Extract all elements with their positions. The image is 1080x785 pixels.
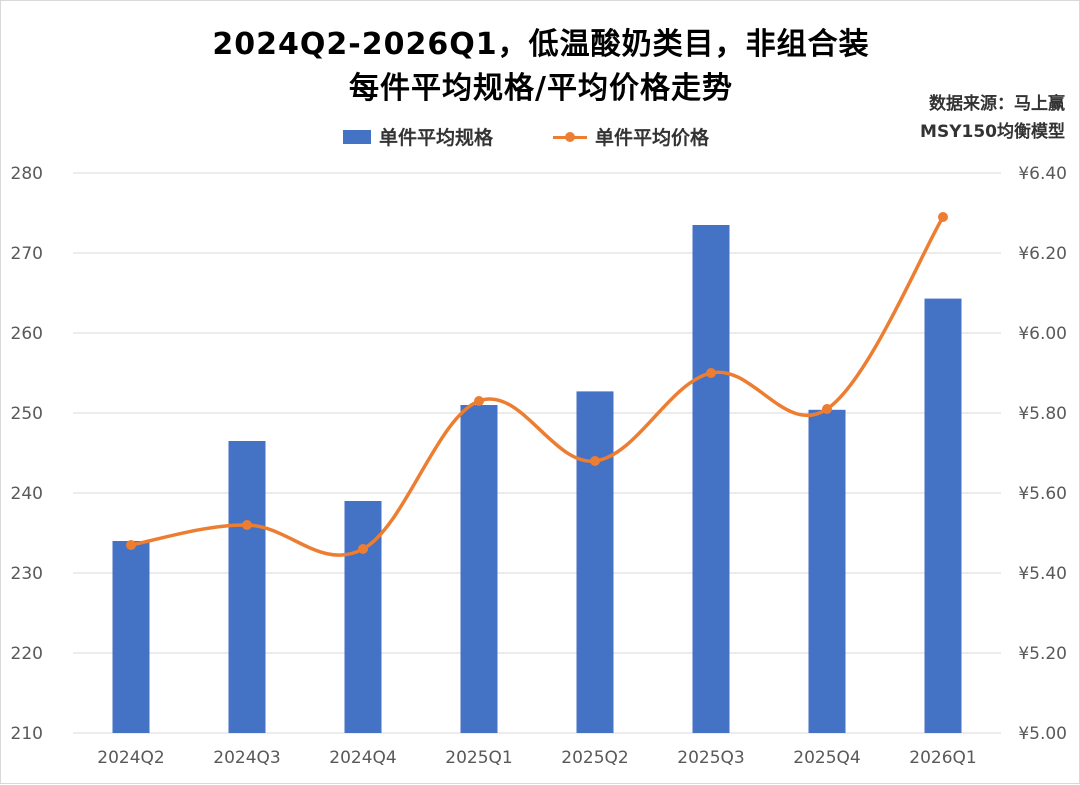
bar	[112, 541, 150, 733]
y-right-tick-label: ¥5.40	[1018, 564, 1067, 584]
bar	[344, 501, 382, 733]
legend-item-line: 单件平均价格	[553, 123, 709, 150]
line-point	[126, 540, 136, 550]
y-left-tick-label: 230	[11, 564, 43, 584]
y-right-tick-label: ¥6.00	[1018, 324, 1067, 344]
x-tick-label: 2025Q2	[561, 748, 628, 768]
y-left-tick-label: 260	[11, 324, 43, 344]
bar	[460, 405, 498, 733]
legend-line-swatch	[553, 130, 587, 144]
x-tick-label: 2024Q2	[97, 748, 164, 768]
y-right-tick-label: ¥5.00	[1018, 724, 1067, 744]
line-point	[706, 368, 716, 378]
legend-item-bar: 单件平均规格	[343, 123, 493, 150]
y-right-tick-label: ¥5.60	[1018, 484, 1067, 504]
data-source-label: 数据来源：马上赢	[929, 94, 1065, 114]
chart-title-line-2: 每件平均规格/平均价格走势	[349, 71, 733, 106]
x-tick-label: 2024Q4	[329, 748, 396, 768]
line-point	[358, 544, 368, 554]
bar	[808, 409, 846, 733]
x-tick-label: 2024Q3	[213, 748, 280, 768]
line-point	[938, 212, 948, 222]
legend-bar-swatch	[343, 129, 371, 144]
line-point	[590, 456, 600, 466]
chart-title-line-1: 2024Q2-2026Q1，低温酸奶类目，非组合装	[212, 27, 870, 62]
x-tick-label: 2025Q1	[445, 748, 512, 768]
x-tick-label: 2025Q3	[677, 748, 744, 768]
line-point	[822, 404, 832, 414]
bar	[924, 298, 962, 733]
y-right-tick-label: ¥5.20	[1018, 644, 1067, 664]
y-left-tick-label: 220	[11, 644, 43, 664]
y-right-tick-label: ¥6.40	[1018, 164, 1067, 184]
y-right-tick-label: ¥5.80	[1018, 404, 1067, 424]
y-left-tick-label: 250	[11, 404, 43, 424]
y-left-tick-label: 280	[11, 164, 43, 184]
x-tick-label: 2026Q1	[909, 748, 976, 768]
line-point	[474, 396, 484, 406]
legend-bar-label: 单件平均规格	[379, 127, 494, 149]
legend-line-label: 单件平均价格	[595, 127, 710, 149]
y-left-tick-label: 270	[11, 244, 43, 264]
x-tick-label: 2025Q4	[793, 748, 860, 768]
line-point	[242, 520, 252, 530]
y-left-tick-label: 240	[11, 484, 43, 504]
bar	[692, 225, 730, 733]
bar	[576, 391, 614, 733]
y-left-tick-label: 210	[11, 724, 43, 744]
y-right-tick-label: ¥6.20	[1018, 244, 1067, 264]
data-model-label: MSY150均衡模型	[920, 122, 1065, 142]
bar	[228, 441, 266, 733]
